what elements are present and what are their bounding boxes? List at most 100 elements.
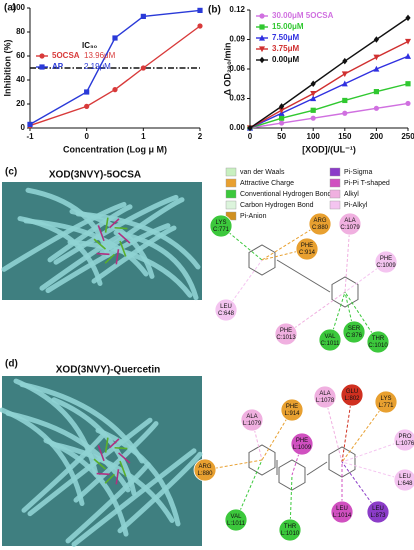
ligand-stick — [96, 472, 110, 476]
panel-title: XOD(3NVY)-5OCSA — [49, 170, 141, 181]
residue-chain: L:771 — [378, 403, 394, 409]
legend-swatch — [225, 200, 237, 210]
legend-marker — [39, 64, 45, 70]
interaction-line — [344, 261, 387, 293]
y-tick-label: 40 — [16, 75, 25, 84]
protein-ribbon — [39, 232, 125, 291]
residue-name: PHE — [296, 438, 308, 444]
x-tick-label: 0 — [248, 132, 253, 141]
ligand-ring — [278, 459, 306, 491]
marker — [310, 80, 316, 87]
ligand-stick — [118, 232, 131, 244]
panel-label: (c) — [5, 167, 17, 178]
residue-chain: C:771 — [213, 227, 230, 233]
residue-chain: C:1079 — [340, 225, 360, 231]
residue-chain: L:880 — [197, 471, 213, 477]
marker — [405, 14, 411, 22]
protein-ribbon — [113, 230, 199, 301]
ligand-stick — [109, 438, 120, 449]
marker — [405, 81, 411, 87]
x-tick-label: -1 — [26, 132, 34, 141]
legend-swatch — [329, 178, 341, 188]
residue-chain: L:1078 — [316, 398, 335, 404]
y-tick-label: 60 — [16, 51, 25, 60]
protein-ribbon — [71, 448, 197, 547]
legend-label: 5OCSA — [52, 51, 80, 60]
ligand-stick — [104, 217, 109, 233]
residue-node — [340, 383, 364, 407]
residue-chain: C:1013 — [276, 335, 296, 341]
legend-label: Pi-Sigma — [344, 169, 373, 176]
x-tick-label: 0 — [84, 132, 89, 141]
y-tick-label: 80 — [16, 27, 25, 36]
residue-node — [366, 330, 390, 354]
marker — [373, 54, 380, 61]
ligand-bond — [276, 259, 331, 293]
residue-node — [318, 328, 342, 352]
protein-ribbon — [95, 427, 181, 527]
y-tick-label: 0.00 — [229, 123, 245, 132]
protein-ribbon — [1, 201, 127, 272]
ligand-ring — [248, 444, 276, 476]
legend-label: 3.75μM — [272, 44, 299, 53]
ligand-stick — [109, 218, 120, 229]
ligand-stick — [104, 473, 115, 484]
panel-title: XOD(3NVY)-Quercetin — [56, 365, 160, 376]
residue-node — [274, 322, 298, 346]
marker — [279, 115, 285, 121]
protein-ribbon — [5, 410, 131, 493]
residue-name: LEU — [336, 506, 348, 512]
legend-marker — [259, 24, 265, 30]
legend-label: 0.00μM — [272, 55, 299, 64]
ligand-stick — [114, 226, 128, 230]
legend-label: Pi-Alkyl — [344, 202, 368, 209]
legend-label: AP — [52, 62, 64, 71]
legend-swatch — [225, 189, 237, 199]
ligand-stick — [115, 249, 120, 265]
marker — [341, 71, 348, 78]
panel-label: (d) — [5, 359, 18, 370]
residue-name: ALA — [319, 391, 330, 397]
residue-node — [330, 500, 354, 524]
residue-name: PHE — [286, 404, 298, 410]
residue-node — [240, 408, 264, 432]
legend-swatch — [225, 178, 237, 188]
residue-name: LYS — [216, 220, 227, 226]
residue-node — [393, 428, 414, 452]
marker — [405, 53, 411, 59]
x-tick-label: 50 — [277, 132, 286, 141]
interaction-line — [289, 474, 293, 531]
residue-node — [224, 508, 248, 532]
residue-name: ARG — [313, 218, 326, 224]
marker — [140, 13, 146, 19]
protein-ribbon — [13, 378, 99, 478]
residue-node — [313, 385, 337, 409]
ligand-stick — [104, 253, 115, 264]
residue-node — [278, 518, 302, 542]
residue-name: PHE — [301, 243, 313, 249]
residue-chain: L:648 — [397, 481, 413, 487]
residue-node — [214, 298, 238, 322]
x-tick-label: 250 — [401, 132, 414, 141]
residue-node — [280, 398, 304, 422]
protein-ribbon — [43, 438, 129, 537]
legend-label: 15.00μM — [272, 22, 304, 31]
residue-node — [342, 320, 366, 344]
residue-node — [290, 432, 314, 456]
residue-chain: C:880 — [312, 225, 329, 231]
legend-label: Attractive Charge — [240, 180, 294, 187]
legend-swatch — [329, 167, 341, 177]
residue-chain: C:1010 — [368, 343, 388, 349]
marker — [84, 89, 90, 95]
protein-ribbon — [53, 194, 179, 265]
marker — [112, 35, 118, 41]
x-tick-label: 100 — [307, 132, 321, 141]
y-tick-label: 0 — [21, 123, 26, 132]
residue-name: PHE — [380, 256, 392, 262]
residue-name: LYS — [381, 396, 392, 402]
legend-marker — [259, 13, 265, 19]
residue-name: VAL — [231, 514, 243, 520]
marker — [310, 115, 316, 121]
